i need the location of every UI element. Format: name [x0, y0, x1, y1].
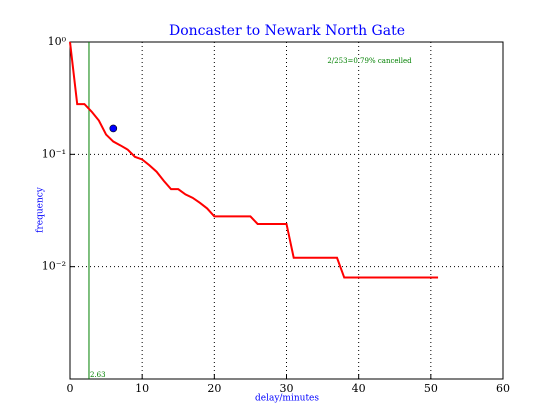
line: [69, 41, 439, 279]
chart-title: Doncaster to Newark North Gate: [169, 23, 405, 39]
x-tick-label: 50: [424, 382, 438, 395]
x-tick-label: 30: [280, 382, 294, 395]
y-axis-label: frequency: [36, 186, 46, 233]
y-tick-label: 10⁻¹: [42, 147, 66, 160]
x-tick-label: 60: [496, 382, 510, 395]
x-tick-label: 20: [207, 382, 221, 395]
x-tick-label: 10: [135, 382, 149, 395]
point: [109, 124, 118, 133]
annotation: 2/253=0.79% cancelled: [327, 57, 412, 65]
plot-frame: [69, 41, 504, 380]
x-tick-label: 40: [352, 382, 366, 395]
x-axis-label: delay/minutes: [255, 394, 319, 404]
y-tick-label: 10⁰: [48, 35, 67, 48]
y-tick-label: 10⁻²: [42, 260, 66, 273]
vline-label: 2.63: [90, 371, 106, 379]
x-tick-label: 0: [67, 382, 74, 395]
